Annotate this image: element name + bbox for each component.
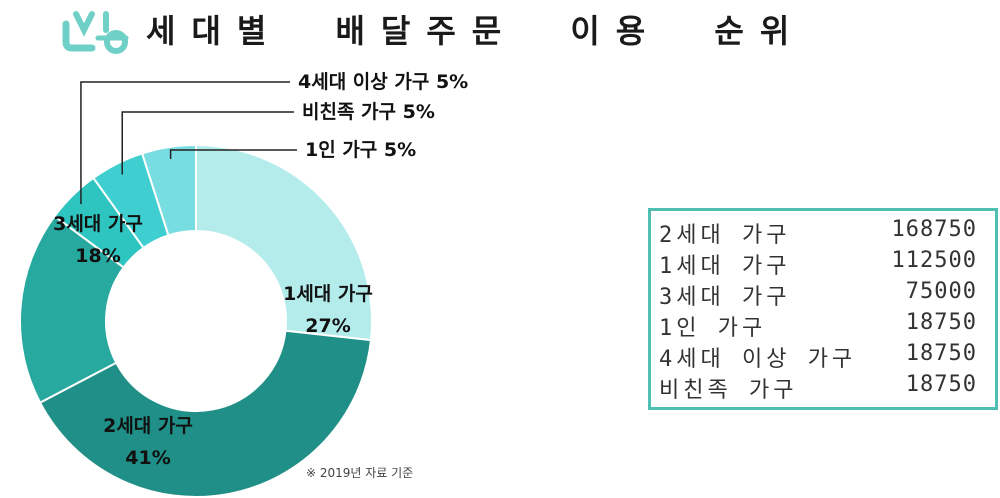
slice-label-3세대-가구: 3세대 가구 18%: [53, 213, 143, 267]
slice-label-1세대-가구: 1세대 가구 27%: [283, 283, 373, 337]
table-row: 1인 가구 18750: [659, 310, 977, 341]
table-category: 3세대 가구: [659, 285, 791, 310]
slice-1세대-가구: [195, 143, 373, 342]
leader-line-4세대-이상-가구: [80, 81, 290, 205]
leader-line-1인-가구: [169, 149, 297, 159]
table-value: 18750: [905, 341, 977, 366]
table-category: 1인 가구: [659, 316, 767, 341]
chart-title: 세대별 배달주문 이용 순위: [146, 12, 806, 50]
slice-label-2세대-가구: 2세대 가구 41%: [103, 415, 193, 469]
table-category: 4세대 이상 가구: [659, 347, 857, 372]
donut-chart: 1세대 가구 27% 2세대 가구 41% 3세대 가구 18% 4세대 이상 가구 5% 비…: [19, 71, 468, 498]
table-row: 1세대 가구 112500: [659, 248, 977, 279]
table-category: 비친족 가구: [659, 378, 798, 403]
leader-line-비친족-가구: [121, 111, 294, 175]
slice-3세대-가구: [19, 214, 126, 404]
table-value: 168750: [891, 217, 977, 242]
slice-label-4세대-이상-가구: 4세대 이상 가구 5%: [298, 71, 468, 93]
table-row: 2세대 가구 168750: [659, 217, 977, 248]
delivery-logo-icon: [62, 11, 129, 54]
slice-1인-가구: [140, 143, 197, 237]
table-row: 3세대 가구 75000: [659, 279, 977, 310]
slice-2세대-가구: [38, 329, 373, 498]
table-row: 비친족 가구 18750: [659, 372, 977, 403]
data-table: 2세대 가구 168750 1세대 가구 112500 3세대 가구 75000…: [648, 208, 998, 410]
table-row: 4세대 이상 가구 18750: [659, 341, 977, 372]
source-note: ※ 2019년 자료 기준: [306, 466, 414, 480]
table-value: 18750: [905, 372, 977, 397]
table-value: 112500: [891, 248, 977, 273]
slice-label-1인-가구: 1인 가구 5%: [305, 139, 416, 161]
table-value: 18750: [905, 310, 977, 335]
table-value: 75000: [905, 279, 977, 304]
table-category: 1세대 가구: [659, 254, 791, 279]
slice-label-비친족-가구: 비친족 가구 5%: [302, 101, 435, 123]
table-category: 2세대 가구: [659, 223, 791, 248]
